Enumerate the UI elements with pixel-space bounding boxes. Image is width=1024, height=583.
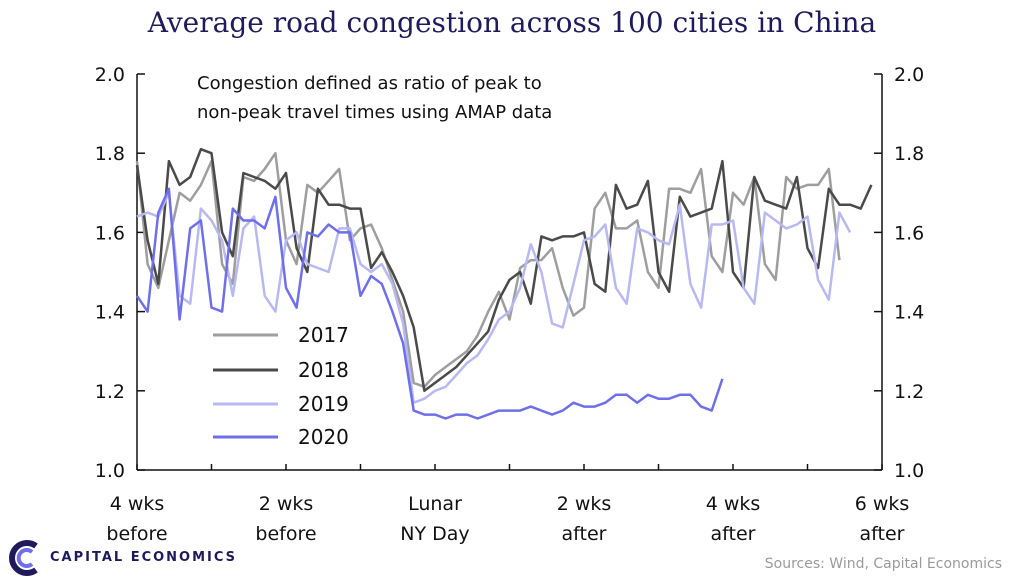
- y-tick-label-right: 1.4: [894, 302, 924, 324]
- axes: [136, 73, 883, 471]
- x-tick-label: after: [860, 523, 905, 545]
- y-tick-label-right: 2.0: [894, 64, 924, 86]
- tick-labels: 1.0 1.0 1.2 1.2 1.4 1.4 1.6 1.6 1.8 1.8 2.0 2.0 4 wk…: [95, 64, 924, 545]
- y-tick-label-left: 1.2: [95, 381, 125, 403]
- chart-annotation-line-1: Congestion defined as ratio of peak to: [197, 73, 542, 94]
- source-note: Sources: Wind, Capital Economics: [764, 556, 1002, 572]
- x-tick-label: 2 wks: [557, 493, 612, 515]
- legend-label-2017: 2017: [298, 323, 349, 347]
- chart-annotation-line-2: non-peak travel times using AMAP data: [197, 102, 552, 123]
- y-tick-label-right: 1.6: [894, 222, 924, 244]
- series-line-2017: [135, 151, 841, 389]
- y-tick-label-left: 1.4: [95, 302, 125, 324]
- x-tick-label: 4 wks: [110, 493, 165, 515]
- series-line-2020: [135, 187, 724, 420]
- legend-label-2019: 2019: [298, 392, 349, 416]
- y-tick-label-left: 1.8: [95, 143, 125, 165]
- y-tick-label-right: 1.0: [894, 460, 924, 482]
- x-tick-label: after: [711, 523, 756, 545]
- x-tick-label: NY Day: [400, 523, 469, 545]
- series-line-2019: [136, 191, 852, 404]
- series-line-2018: [135, 147, 873, 393]
- y-tick-label-right: 1.2: [894, 381, 924, 403]
- y-tick-label-left: 2.0: [95, 64, 125, 86]
- x-tick-label: Lunar: [408, 493, 462, 515]
- logo-c-icon: [9, 540, 38, 576]
- x-tick-label: 6 wks: [855, 493, 910, 515]
- y-tick-label-right: 1.8: [894, 143, 924, 165]
- series-layer: [135, 147, 873, 420]
- x-tick-label: 2 wks: [259, 493, 314, 515]
- x-tick-label: after: [562, 523, 607, 545]
- legend: 2017 2018 2019 2020: [213, 323, 349, 449]
- legend-label-2018: 2018: [298, 358, 349, 382]
- x-tick-label: before: [106, 523, 167, 545]
- y-tick-label-left: 1.0: [95, 460, 125, 482]
- legend-label-2020: 2020: [298, 425, 349, 449]
- chart-title: Average road congestion across 100 citie…: [147, 6, 877, 39]
- capital-economics-logo: CAPITAL ECONOMICS: [6, 538, 246, 578]
- x-tick-label: before: [255, 523, 316, 545]
- x-tick-label: 4 wks: [706, 493, 761, 515]
- logo-text: CAPITAL ECONOMICS: [50, 550, 238, 565]
- y-tick-label-left: 1.6: [95, 222, 125, 244]
